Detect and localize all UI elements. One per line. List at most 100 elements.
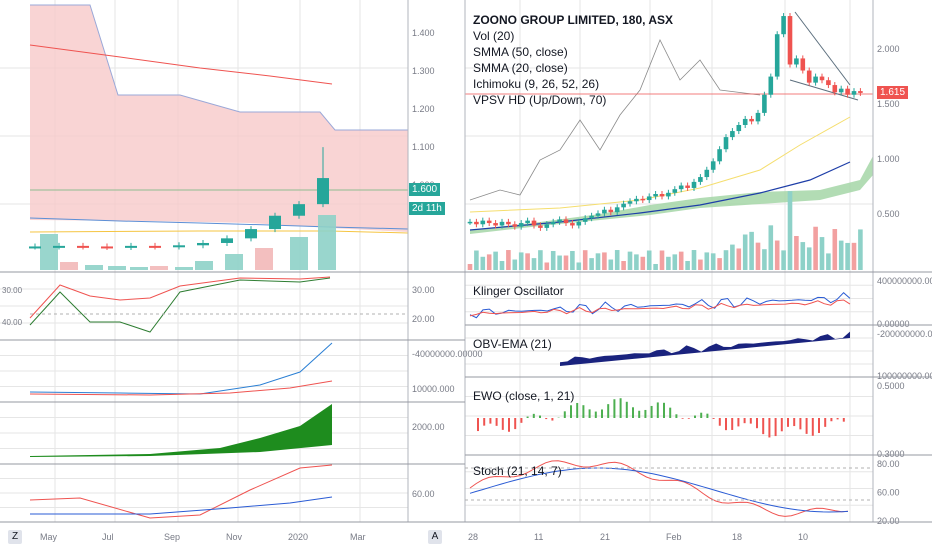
volume-bar xyxy=(602,252,607,270)
left-scale-tick: 1.100 xyxy=(412,142,435,152)
volume-bar xyxy=(544,262,550,270)
right-scale-tick: -200000000.0000 xyxy=(877,329,932,339)
obv-ema-area xyxy=(560,331,850,366)
candle xyxy=(755,112,761,122)
right-scale-tick: 80.00 xyxy=(877,459,900,469)
candle xyxy=(589,215,594,219)
candle xyxy=(608,209,614,213)
right-scale-tick: 1.500 xyxy=(877,99,900,109)
candle xyxy=(672,189,678,193)
right-price-label: 1.615 xyxy=(877,86,909,99)
volume-bar xyxy=(589,258,594,270)
candle xyxy=(698,177,703,182)
right-scale-tick: 400000000.00000 xyxy=(877,276,932,286)
volume-bar xyxy=(794,235,799,270)
volume-bar xyxy=(474,250,479,270)
candle xyxy=(245,229,257,239)
legend-smma-20: SMMA (20, close) xyxy=(473,61,568,75)
candle xyxy=(659,194,665,197)
right-scale-tick: 0.5000 xyxy=(877,381,905,391)
candle xyxy=(749,118,754,122)
legend-smma-50: SMMA (50, close) xyxy=(473,45,568,59)
volume-bar xyxy=(666,256,671,270)
candle xyxy=(742,118,748,125)
candle xyxy=(531,220,537,226)
volume-bar xyxy=(499,260,505,270)
candle xyxy=(538,225,543,228)
left-time-label: Nov xyxy=(226,532,243,542)
right-time-label: Feb xyxy=(666,532,682,542)
right-time-label: 21 xyxy=(600,532,610,542)
right-scale-tick: 100000000.0000 xyxy=(877,371,932,381)
candle xyxy=(499,221,505,226)
volume-bar xyxy=(195,261,213,270)
volume-bar xyxy=(659,250,665,270)
volume-bar xyxy=(762,249,767,270)
candle xyxy=(221,238,233,243)
volume-bar xyxy=(774,240,780,270)
candle xyxy=(317,178,329,205)
candle xyxy=(774,34,780,77)
volume-bar xyxy=(813,226,818,270)
volume-bar xyxy=(640,256,646,270)
candle xyxy=(525,220,530,224)
candle xyxy=(646,196,652,201)
volume-bar xyxy=(60,262,78,270)
volume-bar xyxy=(570,250,575,270)
volume-bar xyxy=(557,255,562,270)
volume-bar xyxy=(787,191,793,270)
left-scale-tick: -40000000.00000 xyxy=(412,349,483,359)
volume-bar xyxy=(290,237,308,270)
left-pane3-red xyxy=(29,380,333,396)
volume-bar xyxy=(480,256,486,270)
candle xyxy=(685,185,690,188)
volume-bar xyxy=(806,247,812,270)
chart-legend: ZOONO GROUP LIMITED, 180, ASX Vol (20) S… xyxy=(473,12,673,108)
volume-bar xyxy=(595,253,601,270)
right-scale-tick: 1.000 xyxy=(877,154,900,164)
candle xyxy=(269,215,281,230)
right-corner-button[interactable]: A xyxy=(428,530,442,544)
trendline-upper xyxy=(794,11,851,86)
volume-bar xyxy=(255,248,273,270)
volume-bar xyxy=(781,250,786,270)
candle xyxy=(602,209,607,214)
legend-vpsv: VPSV HD (Up/Down, 70) xyxy=(473,93,607,107)
smma-20-line-right xyxy=(469,116,851,213)
volume-bar xyxy=(698,259,703,270)
candle xyxy=(486,220,492,224)
candle xyxy=(474,221,479,225)
volume-bar xyxy=(736,248,742,270)
volume-bar xyxy=(768,225,774,270)
candle xyxy=(493,223,498,226)
left-scale-tick: 20.00 xyxy=(412,314,435,324)
klinger-red xyxy=(469,299,851,317)
candle xyxy=(819,76,825,81)
volume-bar xyxy=(225,254,243,270)
left-stoch-red xyxy=(29,464,333,519)
left-corner-button[interactable]: Z xyxy=(8,530,22,544)
volume-bar xyxy=(717,258,722,270)
candle xyxy=(666,192,671,197)
candle xyxy=(480,220,486,225)
left-time-label: Mar xyxy=(350,532,366,542)
volume-bar xyxy=(653,263,658,270)
candle xyxy=(730,131,735,138)
left-time-label: May xyxy=(40,532,58,542)
candle xyxy=(595,213,601,216)
candle xyxy=(723,137,729,150)
ewo-label: EWO (close, 1, 21) xyxy=(473,389,575,403)
left-scale-tick: 1.200 xyxy=(412,104,435,114)
smma-50-line xyxy=(29,44,333,85)
candle xyxy=(101,246,113,249)
left-osc-red xyxy=(29,276,331,319)
candle xyxy=(858,91,863,93)
legend-vol: Vol (20) xyxy=(473,29,515,43)
candle xyxy=(794,58,799,65)
candle xyxy=(768,76,774,95)
volume-bar xyxy=(826,253,831,270)
volume-bar xyxy=(672,254,678,270)
volume-bar xyxy=(742,234,748,270)
ichimoku-cloud-green xyxy=(470,156,873,234)
right-scale-tick: 0.00000 xyxy=(877,319,910,329)
